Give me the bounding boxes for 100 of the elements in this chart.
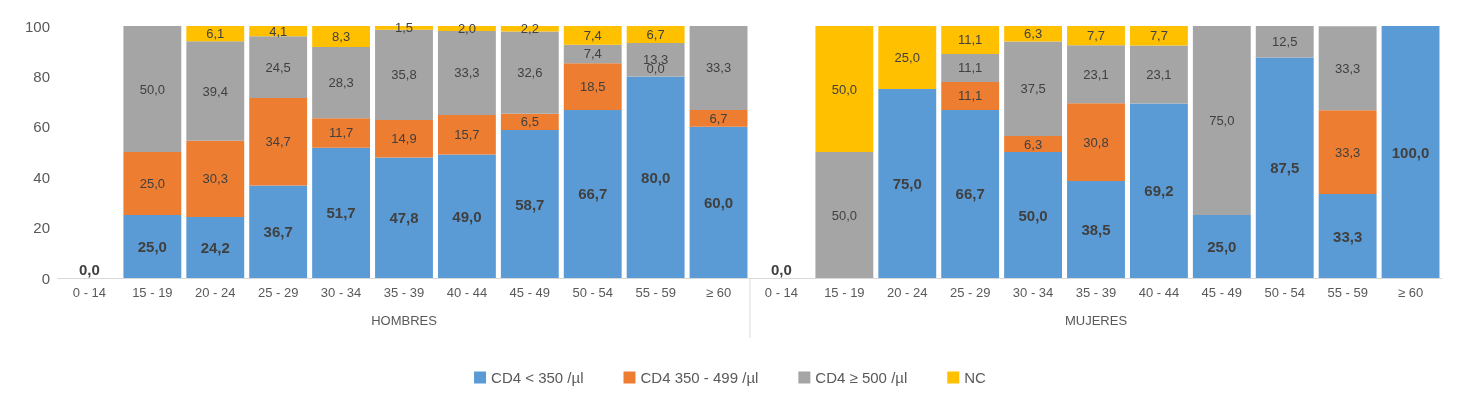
bar	[941, 53, 1000, 82]
bar	[123, 26, 182, 152]
bar	[941, 26, 1000, 54]
data-label: 8,3	[332, 28, 351, 44]
data-label: 25,0	[894, 50, 920, 65]
x-tick-label: 40 - 44	[1138, 285, 1180, 300]
bar	[186, 217, 245, 278]
data-label: 75,0	[892, 175, 922, 192]
x-tick-label: 15 - 19	[132, 285, 173, 300]
text: HOMBRES	[371, 313, 438, 328]
bar	[626, 26, 685, 43]
x-tick-label: 15 - 19	[824, 285, 865, 300]
bar	[1004, 41, 1063, 137]
data-label: 25,0	[137, 238, 167, 255]
data-label: 50,0	[831, 207, 858, 223]
bar	[437, 114, 496, 155]
bar	[1129, 45, 1188, 104]
bar	[1192, 215, 1251, 278]
data-label: 36,7	[263, 223, 293, 241]
bar	[186, 140, 245, 218]
bar	[626, 76, 685, 278]
bar	[1318, 110, 1377, 195]
data-label: 66,7	[955, 185, 985, 203]
data-label: 100,0	[1391, 143, 1430, 161]
data-label: 11,1	[958, 60, 983, 76]
x-tick-label: 30 - 34	[320, 285, 362, 300]
x-tick-label: 20 - 24	[887, 285, 928, 300]
data-label: 6,1	[206, 26, 225, 42]
x-tick-label: 55 - 59	[635, 285, 676, 300]
x-tick-label: 0 - 14	[72, 285, 107, 300]
legend-label: NC	[964, 369, 987, 386]
bar	[563, 26, 622, 45]
data-label: 37,5	[1020, 81, 1046, 97]
data-label: 7,7	[1149, 28, 1168, 44]
x-tick-label: 0 - 14	[764, 285, 799, 300]
x-tick-label: 25 - 29	[949, 285, 991, 300]
data-label: 75,0	[1209, 113, 1235, 128]
bar	[563, 63, 622, 110]
y-tick-label: 20	[33, 219, 50, 237]
data-label: 23,1	[1083, 66, 1109, 82]
data-label: 11,7	[328, 125, 354, 141]
y-tick-label: 80	[33, 67, 50, 85]
bar	[941, 81, 1000, 110]
data-label: 23,1	[1146, 67, 1172, 83]
bar	[1318, 194, 1377, 278]
data-label: 50,0	[139, 81, 166, 97]
x-tick-label: 45 - 49	[509, 285, 551, 300]
bar	[249, 36, 308, 99]
x-tick-label: 25 - 29	[257, 285, 299, 300]
bar	[1004, 152, 1063, 278]
x-tick-label: 45 - 49	[1201, 285, 1243, 300]
bar	[1318, 26, 1377, 111]
data-label: 50,0	[831, 81, 858, 97]
x-tick-label: 55 - 59	[1327, 285, 1368, 300]
data-label: 14,9	[391, 131, 417, 147]
data-label: 25,0	[139, 176, 166, 191]
bar	[941, 109, 1000, 278]
data-label: 6,7	[709, 110, 728, 126]
data-label: 34,7	[265, 134, 291, 150]
data-label: 0,0	[771, 261, 792, 278]
data-label: 50,0	[1018, 206, 1048, 224]
bar	[1129, 103, 1188, 278]
data-label: 24,5	[265, 59, 291, 75]
bar	[186, 41, 245, 141]
bar	[123, 152, 182, 215]
x-tick-label: 35 - 39	[1075, 285, 1117, 300]
bar	[123, 215, 182, 278]
bar	[689, 126, 748, 278]
bar	[815, 26, 874, 152]
bar	[249, 98, 308, 186]
data-label: 0,0	[79, 261, 100, 278]
data-label: 18,5	[580, 79, 606, 95]
bar	[1255, 26, 1314, 58]
data-label: 6,5	[520, 114, 539, 130]
bar	[1192, 26, 1251, 215]
bar	[312, 118, 371, 148]
data-label: 4,1	[269, 23, 288, 39]
bar	[1067, 103, 1125, 181]
bar	[375, 157, 433, 278]
data-label: 51,7	[326, 204, 356, 222]
bar	[312, 147, 371, 278]
bar	[1004, 136, 1063, 152]
data-label: 25,0	[1207, 238, 1237, 255]
data-label: 12,5	[1272, 34, 1298, 50]
data-label: 47,8	[389, 209, 419, 227]
bar	[878, 89, 937, 278]
bar	[815, 152, 874, 278]
x-tick-label: 50 - 54	[1264, 285, 1305, 300]
bar	[1067, 45, 1125, 104]
bar	[1004, 26, 1063, 42]
bar	[563, 109, 622, 278]
legend-label: CD4 < 350 /µl	[491, 369, 584, 386]
data-label: 35,8	[391, 67, 417, 83]
y-tick-label: 0	[41, 269, 50, 287]
x-tick-label: ≥ 60	[705, 285, 732, 300]
data-label: 30,8	[1083, 134, 1109, 150]
data-label: 7,4	[583, 27, 602, 43]
x-tick-label: 40 - 44	[446, 285, 488, 300]
bar	[375, 120, 433, 158]
data-label: 15,7	[454, 127, 480, 143]
